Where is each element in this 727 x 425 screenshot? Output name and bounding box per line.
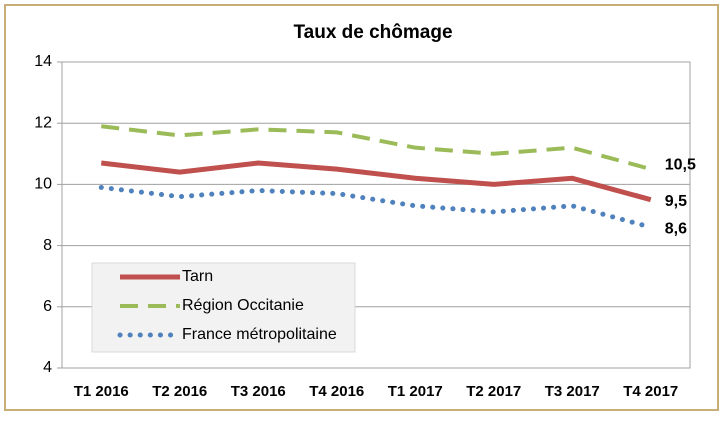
x-tick-label: T4 2017 — [623, 383, 678, 400]
line-series — [100, 160, 652, 203]
x-tick-label: T1 2017 — [388, 383, 443, 400]
y-tick-label: 10 — [34, 176, 52, 193]
data-label: 8,6 — [665, 220, 687, 237]
legend-label: France métropolitaine — [182, 326, 337, 343]
x-tick-label: T2 2017 — [466, 383, 521, 400]
x-tick-label: T4 2016 — [309, 383, 364, 400]
y-tick-label: 4 — [43, 359, 52, 376]
legend-label: Tarn — [182, 268, 213, 285]
line-series — [98, 184, 654, 230]
y-tick-label: 14 — [34, 53, 52, 70]
y-tick-label: 12 — [34, 114, 52, 131]
x-tick-label: T3 2017 — [545, 383, 600, 400]
y-tick-label: 6 — [43, 298, 52, 315]
x-tick-label: T1 2016 — [74, 383, 129, 400]
y-tick-label: 8 — [43, 237, 52, 254]
data-label: 9,5 — [665, 193, 687, 210]
chart-title: Taux de chômage — [293, 22, 452, 43]
legend-label: Région Occitanie — [182, 297, 304, 314]
x-tick-label: T2 2016 — [152, 383, 207, 400]
line-series — [101, 124, 652, 172]
data-label: 10,5 — [665, 156, 696, 173]
x-tick-label: T3 2016 — [231, 383, 286, 400]
